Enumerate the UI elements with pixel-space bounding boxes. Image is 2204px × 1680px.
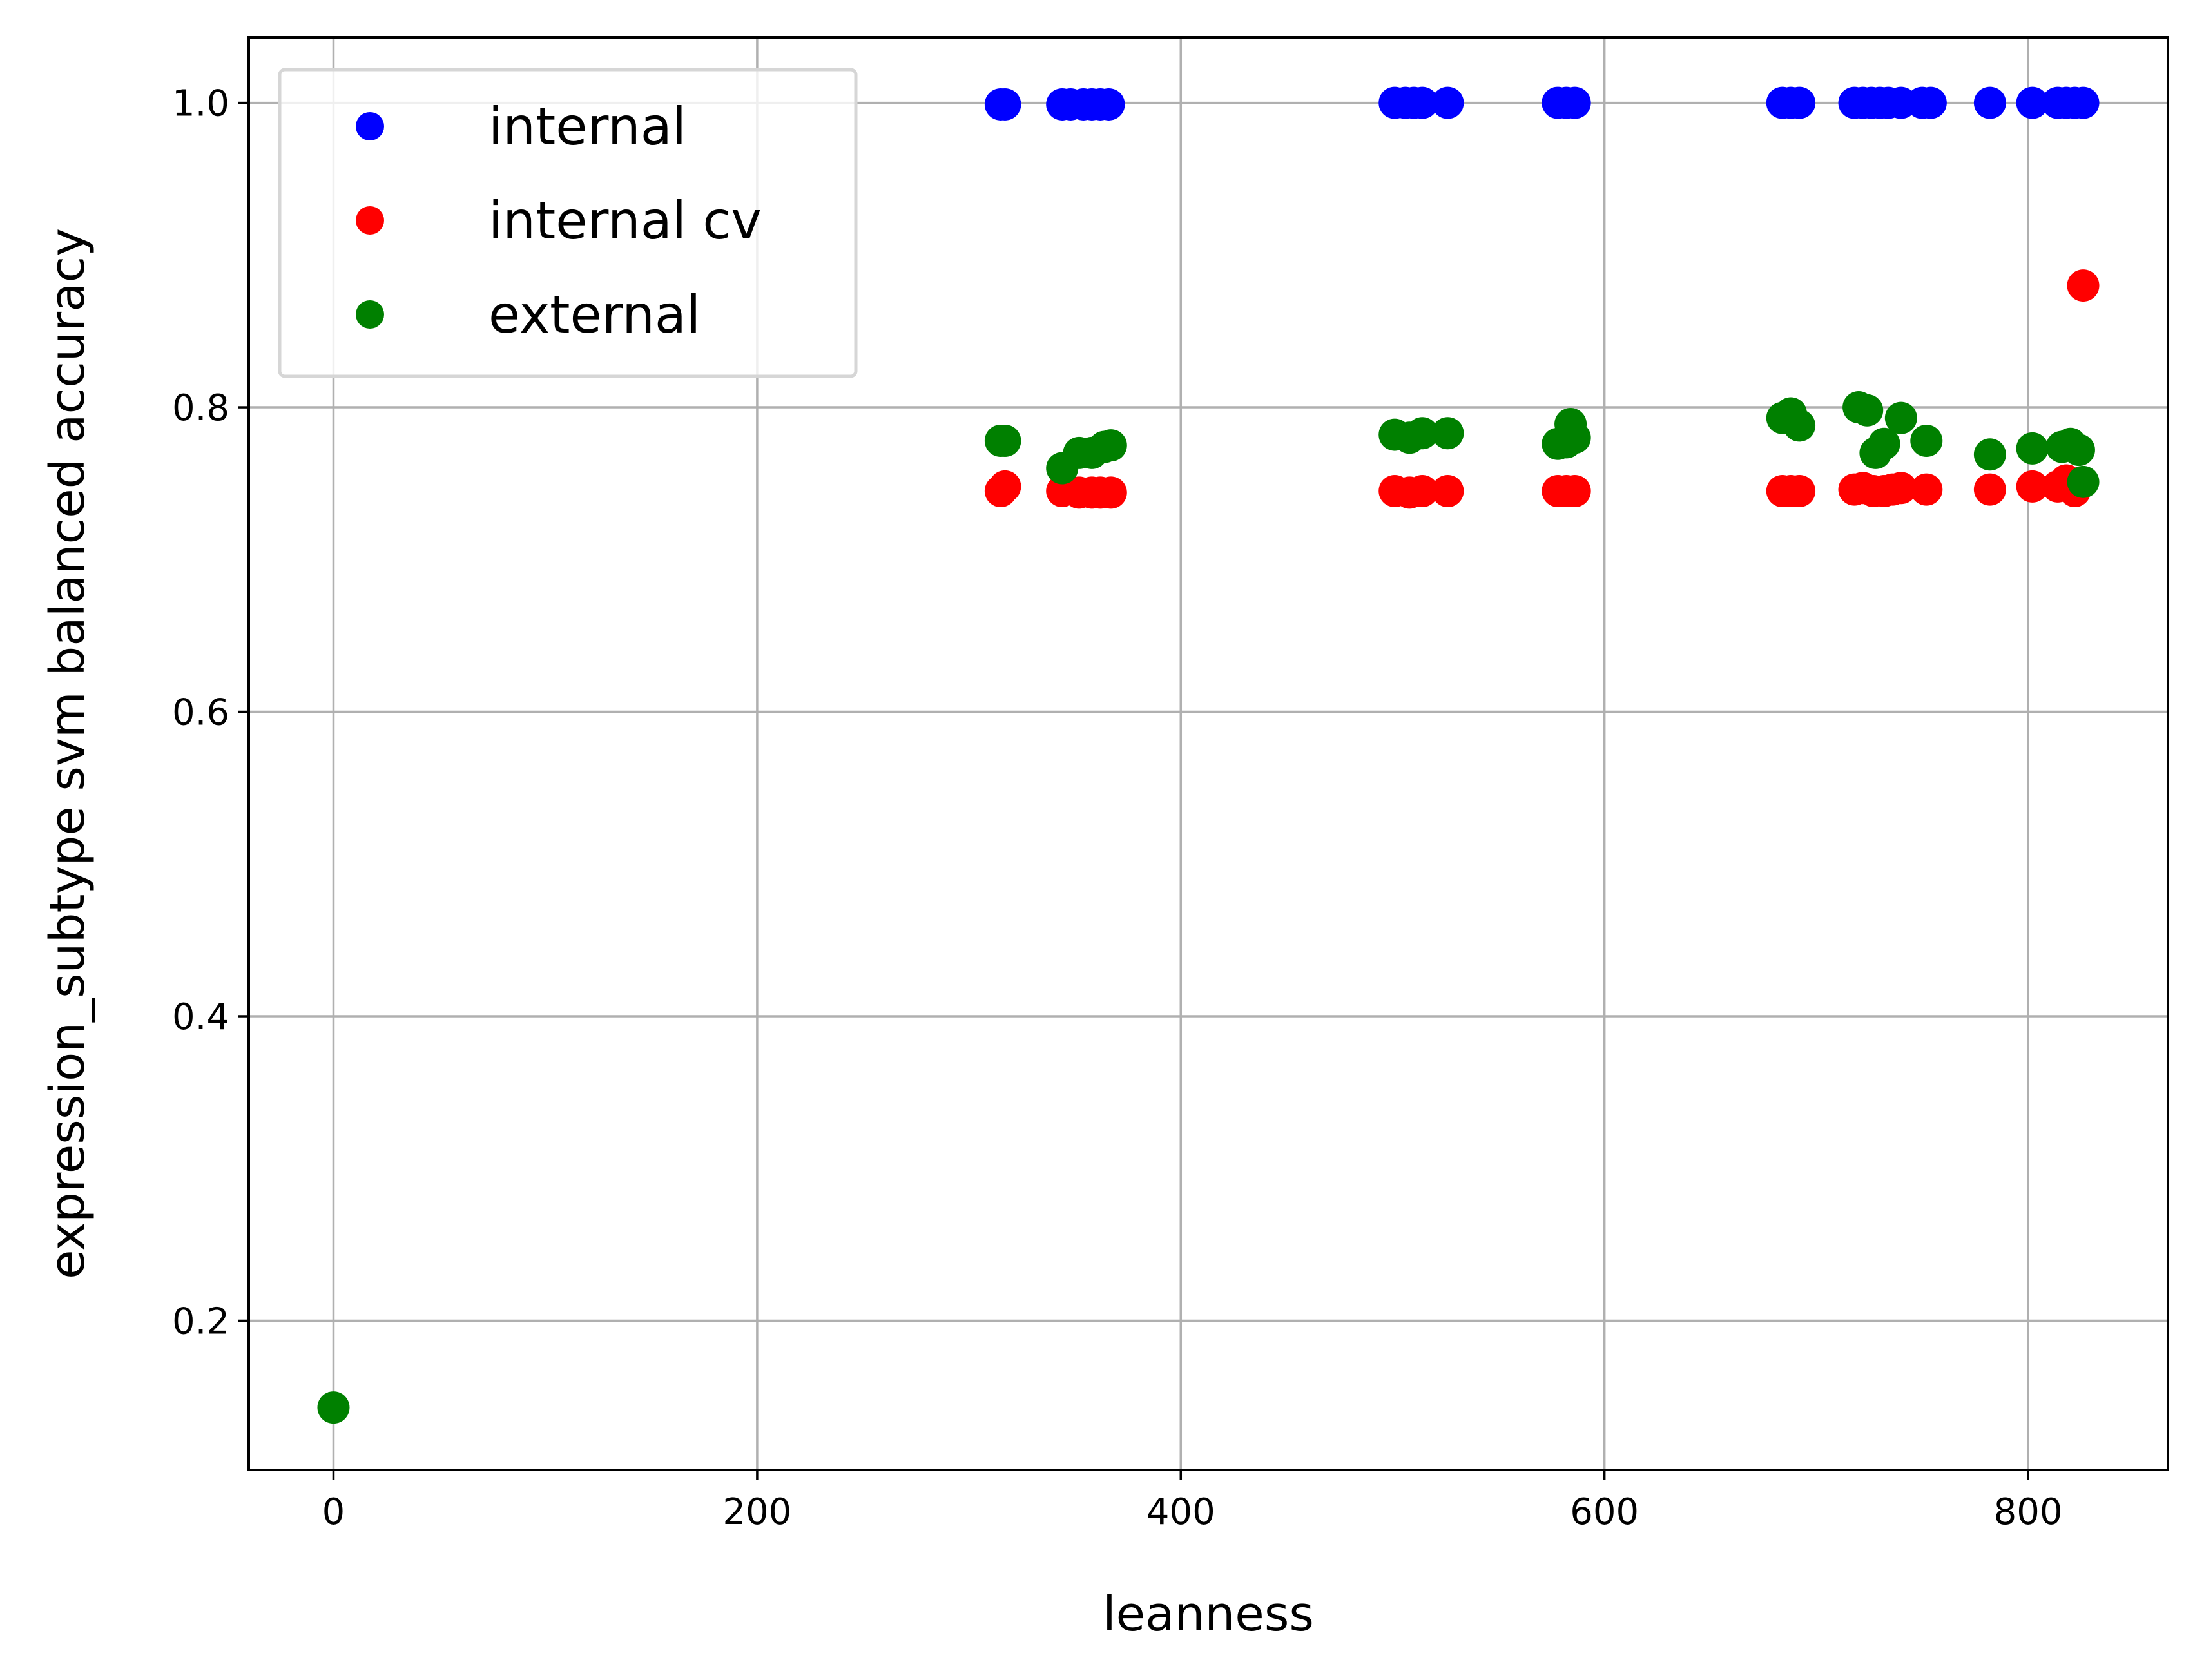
series-internal-cv (984, 269, 2100, 509)
legend-item: external (356, 285, 701, 345)
legend: internal internal cv external (278, 68, 858, 378)
data-point (1406, 86, 1438, 119)
data-point (1851, 394, 1884, 427)
y-tick-label: 0.4 (172, 996, 229, 1038)
x-axis-label: leanness (1103, 1587, 1314, 1642)
y-tick-label: 1.0 (172, 83, 229, 125)
plot-frame (247, 36, 2169, 1471)
data-point (1783, 474, 1816, 507)
data-point (1914, 86, 1947, 119)
x-tick-label: 0 (322, 1491, 345, 1533)
y-axis-label: expression_subtype svm balanced accuracy (40, 228, 95, 1279)
data-point (1094, 476, 1127, 509)
data-point (2016, 432, 2049, 465)
data-point (1783, 86, 1816, 119)
data-points (317, 86, 2100, 1424)
data-point (1910, 425, 1943, 458)
x-tick-label: 800 (1994, 1491, 2063, 1533)
data-point (1884, 401, 1917, 434)
y-axis-ticks: 0.2 0.4 0.6 0.8 1.0 (172, 83, 249, 1342)
legend-item: internal (356, 97, 686, 157)
data-point (989, 88, 1021, 121)
data-point (1558, 86, 1591, 119)
x-axis-ticks: 0 200 400 600 800 (322, 1470, 2063, 1533)
series-external (317, 391, 2100, 1424)
data-point (2016, 86, 2049, 119)
legend-marker (356, 300, 384, 329)
data-point (1092, 88, 1125, 121)
data-point (1431, 474, 1464, 507)
y-tick-label: 0.6 (172, 692, 229, 734)
x-tick-label: 400 (1146, 1491, 1215, 1533)
data-point (1431, 417, 1464, 450)
data-point (989, 425, 1021, 458)
data-point (1868, 427, 1900, 460)
data-point (1973, 438, 2006, 471)
data-point (1783, 409, 1816, 442)
data-point (1431, 86, 1464, 119)
data-point (1406, 417, 1438, 450)
data-point (1973, 473, 2006, 506)
data-point (2016, 470, 2049, 503)
data-point (1406, 474, 1438, 507)
data-point (1973, 86, 2006, 119)
y-tick-label: 0.2 (172, 1300, 229, 1342)
legend-item: internal cv (356, 191, 762, 251)
x-tick-label: 600 (1570, 1491, 1639, 1533)
data-point (1910, 473, 1943, 506)
data-point (1884, 472, 1917, 505)
legend-marker (356, 206, 384, 235)
legend-label: external (488, 285, 701, 345)
data-point (989, 470, 1021, 503)
legend-marker (356, 112, 384, 140)
x-tick-label: 200 (722, 1491, 791, 1533)
data-point (2067, 269, 2100, 302)
legend-box (278, 68, 858, 378)
legend-label: internal (488, 97, 686, 157)
series-internal (984, 86, 2100, 121)
data-point (2062, 434, 2095, 467)
data-point (1558, 421, 1591, 454)
data-point (2067, 465, 2100, 498)
data-point (1094, 429, 1127, 462)
data-point (317, 1391, 350, 1424)
y-tick-label: 0.8 (172, 387, 229, 429)
data-point (2067, 86, 2100, 119)
data-point (1558, 474, 1591, 507)
legend-label: internal cv (488, 191, 762, 251)
